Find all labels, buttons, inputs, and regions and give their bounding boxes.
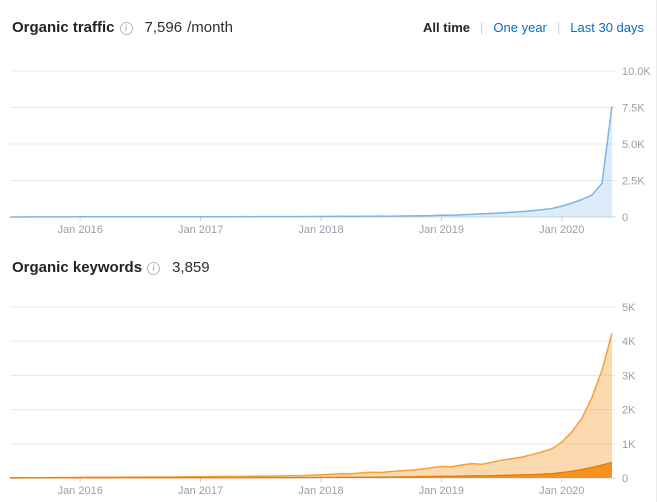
organic-traffic-area bbox=[10, 106, 612, 217]
y-tick-label: 10.0K bbox=[622, 66, 651, 78]
traffic-value-suffix: /month bbox=[187, 19, 233, 36]
y-tick-label: 3K bbox=[622, 370, 636, 382]
x-tick-label: Jan 2017 bbox=[178, 485, 223, 497]
y-tick-label: 0 bbox=[622, 473, 628, 485]
keywords-section-title: Organic keywords bbox=[12, 259, 143, 276]
y-tick-label: 7.5K bbox=[622, 103, 645, 115]
info-icon[interactable]: i bbox=[119, 21, 133, 35]
tab-last-30-days[interactable]: Last 30 days bbox=[570, 20, 644, 35]
x-tick-label: Jan 2019 bbox=[419, 224, 464, 236]
organic-keywords-total-area bbox=[10, 333, 612, 478]
traffic-title-group: Organic traffic i 7,596 /month bbox=[12, 19, 233, 36]
x-tick-label: Jan 2020 bbox=[539, 224, 584, 236]
keywords-value: 3,859 bbox=[172, 259, 210, 276]
traffic-header: Organic traffic i 7,596 /month All time … bbox=[0, 0, 656, 55]
keywords-header: Organic keywords i 3,859 bbox=[0, 240, 656, 295]
x-tick-label: Jan 2018 bbox=[298, 224, 343, 236]
organic-keywords-highlight-line bbox=[10, 461, 613, 479]
tab-all-time[interactable]: All time bbox=[423, 20, 471, 35]
y-tick-label: 2.5K bbox=[622, 176, 645, 188]
organic-traffic-line bbox=[10, 106, 613, 218]
organic-keywords-highlight-area bbox=[10, 462, 612, 478]
tab-separator: | bbox=[556, 20, 561, 35]
traffic-value: 7,596 bbox=[144, 19, 183, 36]
organic-keywords-total-line bbox=[10, 333, 613, 479]
tab-separator: | bbox=[480, 20, 484, 35]
info-icon[interactable]: i bbox=[147, 261, 161, 275]
x-tick-label: Jan 2016 bbox=[58, 485, 103, 497]
y-tick-label: 5K bbox=[622, 302, 636, 314]
y-tick-label: 1K bbox=[622, 439, 636, 451]
x-tick-label: Jan 2020 bbox=[539, 485, 584, 497]
y-tick-label: 5.0K bbox=[622, 139, 645, 151]
x-tick-label: Jan 2018 bbox=[298, 485, 343, 497]
organic-keywords-chart[interactable]: 5K 4K 3K 2K 1K 0 Jan 2016 Jan 2017 Jan 2018 Jan 2… bbox=[0, 295, 657, 502]
y-tick-label: 0 bbox=[622, 212, 628, 224]
tab-one-year[interactable]: One year bbox=[493, 20, 547, 35]
x-tick-label: Jan 2017 bbox=[178, 224, 223, 236]
traffic-section-title: Organic traffic bbox=[12, 19, 115, 36]
x-tick-label: Jan 2016 bbox=[58, 224, 103, 236]
y-tick-label: 2K bbox=[622, 405, 636, 417]
time-range-selector: All time | One year | Last 30 days bbox=[423, 20, 644, 35]
y-tick-label: 4K bbox=[622, 336, 636, 348]
x-tick-label: Jan 2019 bbox=[419, 485, 464, 497]
organic-traffic-chart[interactable]: 10.0K 7.5K 5.0K 2.5K 0 Jan 2016 Jan 2017 Jan 20… bbox=[0, 55, 657, 240]
